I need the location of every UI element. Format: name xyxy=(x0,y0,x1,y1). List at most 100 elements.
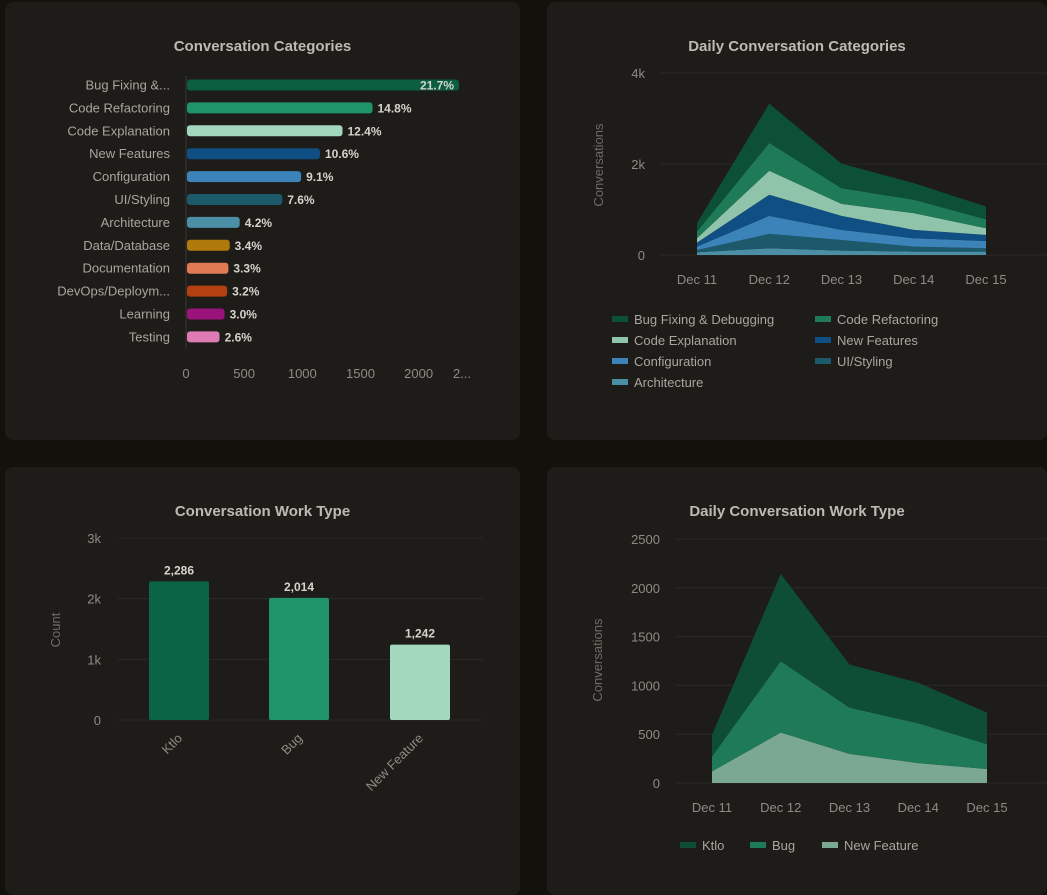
bar xyxy=(390,644,450,720)
legend-swatch xyxy=(680,842,696,848)
bar xyxy=(187,285,228,297)
chart-title: Daily Conversation Work Type xyxy=(689,503,905,520)
x-tick-label: Dec 13 xyxy=(821,272,862,287)
bar xyxy=(269,597,329,720)
area-configuration xyxy=(697,215,986,250)
legend-swatch xyxy=(750,842,766,848)
category-label: DevOps/Deploym... xyxy=(57,284,170,299)
legend-item: UI/Styling xyxy=(837,354,893,369)
category-label: Configuration xyxy=(93,169,170,184)
category-label: UI/Styling xyxy=(114,192,170,207)
bar xyxy=(187,331,220,343)
daily-work-type-card: Daily Conversation Work Type 0 500 1000 150… xyxy=(547,467,1047,895)
area-code-refactoring xyxy=(697,142,986,239)
x-tick-label: Dec 13 xyxy=(829,800,870,815)
legend-swatch xyxy=(612,337,628,343)
y-tick-label: 500 xyxy=(638,727,660,742)
x-tick-label: Dec 11 xyxy=(692,800,732,815)
legend-swatch xyxy=(815,358,831,364)
x-tick-label: Dec 14 xyxy=(893,272,934,287)
category-label: Data/Database xyxy=(83,238,170,253)
conversation-categories-chart: Bug Fixing &... 21.7% Code Refactoring 14.8… xyxy=(57,76,471,381)
data-label: 3.0% xyxy=(230,308,258,322)
category-label: Code Explanation xyxy=(67,123,170,138)
data-label: 21.7% xyxy=(420,79,454,93)
data-label: 12.4% xyxy=(348,124,382,138)
x-tick-label: Dec 11 xyxy=(677,272,717,287)
legend-item: Code Refactoring xyxy=(837,312,938,327)
x-tick-label: Dec 12 xyxy=(760,800,801,815)
y-tick-label: 2500 xyxy=(631,532,660,547)
x-tick-label: 2000 xyxy=(404,366,433,381)
x-tick-label: Dec 12 xyxy=(749,272,790,287)
bar xyxy=(187,262,229,274)
x-tick-label: Dec 14 xyxy=(898,800,939,815)
legend-item: Bug Fixing & Debugging xyxy=(634,312,774,327)
area-bug-fixing-debugging xyxy=(697,103,986,232)
legend-swatch xyxy=(612,316,628,322)
x-tick-label: Dec 15 xyxy=(966,800,1007,815)
y-tick-label: 4k xyxy=(631,66,645,81)
category-label: Architecture xyxy=(101,215,170,230)
bar xyxy=(187,102,373,114)
category-label: Testing xyxy=(129,329,170,344)
work-type-card: Conversation Work Type 0 1k 2k 3k Count 2,286… xyxy=(5,467,520,895)
bar xyxy=(187,308,225,320)
y-tick-label: 0 xyxy=(94,713,101,728)
y-axis-title: Conversations xyxy=(591,123,606,207)
legend-item: Configuration xyxy=(634,354,711,369)
x-tick-label: 1500 xyxy=(346,366,375,381)
bar xyxy=(187,194,283,205)
daily-work-type-chart: 0 500 1000 1500 2000 2500 Conversations Dec 11 D… xyxy=(590,532,1047,853)
category-label: Learning xyxy=(119,307,170,322)
legend-item: Bug xyxy=(772,838,795,853)
data-label: 9.1% xyxy=(306,170,334,184)
y-tick-label: 3k xyxy=(87,531,101,546)
y-axis-title: Conversations xyxy=(590,618,605,702)
data-label: 2.6% xyxy=(225,330,253,344)
legend-item: New Features xyxy=(837,333,918,348)
area-code-explanation xyxy=(697,170,986,243)
chart-title: Conversation Categories xyxy=(173,38,352,55)
legend-item: Ktlo xyxy=(702,838,724,853)
daily-categories-card: Daily Conversation Categories 0 2k 4k Conve… xyxy=(547,2,1047,440)
data-label: 2,286 xyxy=(164,563,194,577)
y-tick-label: 2000 xyxy=(631,581,660,596)
data-label: 3.4% xyxy=(235,239,263,253)
y-tick-label: 1500 xyxy=(631,630,660,645)
y-tick-label: 2k xyxy=(631,157,645,172)
x-tick-label: 2... xyxy=(453,366,471,381)
area-ktlo xyxy=(712,573,987,757)
x-tick-label: Dec 15 xyxy=(965,272,1006,287)
daily-categories-chart: 0 2k 4k Conversations Dec 11 Dec 12 Dec 13 Dec … xyxy=(591,66,1047,390)
bar xyxy=(187,239,230,251)
data-label: 1,242 xyxy=(405,627,435,641)
x-tick-label: New Feature xyxy=(363,731,426,794)
bar xyxy=(187,125,343,137)
area-new-feature xyxy=(712,732,987,783)
bar xyxy=(149,581,209,720)
x-tick-label: 1000 xyxy=(288,366,317,381)
data-label: 10.6% xyxy=(325,147,359,161)
bar xyxy=(187,216,240,228)
bar xyxy=(187,79,460,91)
y-tick-label: 1k xyxy=(87,652,101,667)
area-new-features xyxy=(697,194,986,247)
legend-swatch xyxy=(822,842,838,848)
chart-title: Daily Conversation Categories xyxy=(688,38,906,55)
y-tick-label: 2k xyxy=(87,592,101,607)
legend-swatch xyxy=(612,358,628,364)
area-architecture xyxy=(697,248,986,255)
area-bug xyxy=(712,661,987,772)
work-type-chart: 0 1k 2k 3k Count 2,286 Ktlo 2,014 Bug 1,242 New Fe… xyxy=(48,531,483,794)
area-ui-styling xyxy=(697,233,986,253)
x-tick-label: Bug xyxy=(278,731,305,758)
category-label: Bug Fixing &... xyxy=(85,78,170,93)
bar xyxy=(187,148,320,160)
legend-swatch xyxy=(815,337,831,343)
data-label: 3.3% xyxy=(233,262,261,276)
category-label: New Features xyxy=(89,146,170,161)
chart-title: Conversation Work Type xyxy=(174,503,351,520)
legend-item: New Feature xyxy=(844,838,918,853)
category-label: Code Refactoring xyxy=(69,100,170,115)
